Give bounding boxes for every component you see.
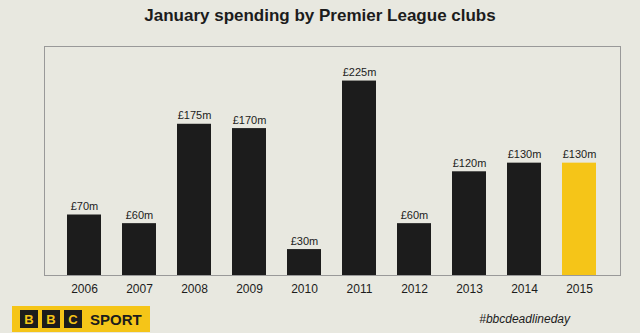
svg-text:2013: 2013	[456, 282, 483, 296]
svg-text:£60m: £60m	[401, 209, 429, 221]
svg-text:2006: 2006	[71, 282, 98, 296]
svg-text:£175m: £175m	[178, 109, 212, 121]
svg-text:2014: 2014	[511, 282, 538, 296]
svg-text:£60m: £60m	[126, 209, 154, 221]
svg-text:£120m: £120m	[453, 157, 487, 169]
svg-text:2009: 2009	[236, 282, 263, 296]
html-text:B: B	[24, 311, 34, 327]
svg-text:£130m: £130m	[508, 148, 542, 160]
svg-text:2012: 2012	[401, 282, 428, 296]
html-text:#bbcdeadlineday: #bbcdeadlineday	[479, 312, 570, 326]
svg-text:£130m: £130m	[563, 148, 597, 160]
svg-text:2011: 2011	[347, 282, 373, 296]
svg-text:£30m: £30m	[291, 235, 319, 247]
html-text:SPORT: SPORT	[90, 310, 142, 328]
html-text:C: C	[68, 311, 78, 327]
svg-text:2015: 2015	[566, 282, 593, 296]
html-text:January spending by Premier Le: January spending by Premier League clubs	[144, 6, 496, 25]
svg-text:£70m: £70m	[71, 200, 99, 212]
svg-text:2010: 2010	[291, 282, 318, 296]
svg-text:£225m: £225m	[343, 66, 377, 78]
html-text:B: B	[46, 311, 56, 327]
svg-text:£170m: £170m	[233, 114, 267, 126]
svg-text:2008: 2008	[181, 282, 208, 296]
svg-text:2007: 2007	[126, 282, 153, 296]
